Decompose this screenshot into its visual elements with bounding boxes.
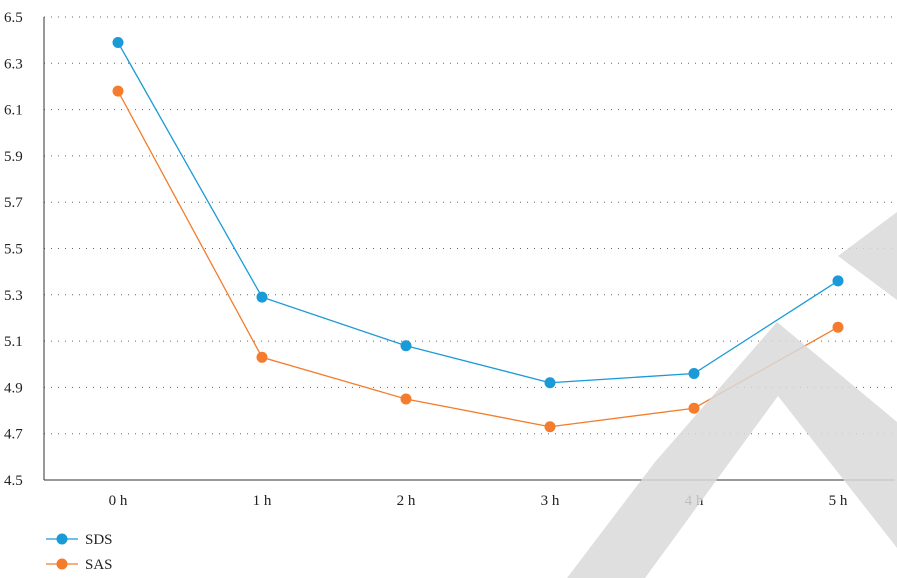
legend-label-sds: SDS	[85, 532, 113, 548]
x-tick-label: 1 h	[253, 493, 272, 509]
axes: 4.5 4.7 4.9 5.1 5.3 5.5 5.7 5.9 6.1 6.3 6.5 0 h 1 h 2…	[4, 10, 895, 509]
watermark-shape	[838, 212, 897, 300]
data-point-sds	[832, 275, 844, 287]
data-point-sas	[544, 421, 556, 433]
data-point-sds	[400, 340, 412, 352]
y-tick-label: 6.3	[4, 56, 23, 72]
legend: SDS SAS	[46, 532, 113, 573]
x-tick-label: 3 h	[541, 493, 560, 509]
watermark	[567, 212, 897, 578]
data-point-sas	[688, 402, 700, 414]
y-tick-label: 6.1	[4, 103, 23, 119]
y-tick-label: 5.1	[4, 334, 23, 350]
x-tick-label: 5 h	[829, 493, 848, 509]
legend-marker-sas	[56, 558, 68, 570]
data-point-sas	[112, 85, 124, 97]
y-tick-label: 5.7	[4, 195, 23, 211]
data-point-sds	[688, 368, 700, 380]
y-tick-label: 5.3	[4, 288, 23, 304]
series-line-sds	[117, 42, 839, 384]
legend-marker-sds	[56, 533, 68, 545]
data-point-sas	[400, 393, 412, 405]
watermark-shape	[567, 322, 897, 578]
legend-label-sas: SAS	[85, 557, 113, 573]
x-tick-label: 2 h	[397, 493, 416, 509]
data-point-sds	[256, 291, 268, 303]
data-point-sds	[112, 36, 124, 48]
y-tick-label: 5.5	[4, 242, 23, 258]
data-series	[112, 36, 844, 433]
y-tick-label: 5.9	[4, 149, 23, 165]
data-point-sas	[832, 321, 844, 333]
y-tick-label: 4.7	[4, 427, 23, 443]
x-tick-label: 0 h	[109, 493, 128, 509]
data-point-sds	[544, 377, 556, 389]
y-tick-label: 4.9	[4, 380, 23, 396]
y-tick-label: 4.5	[4, 473, 23, 489]
y-tick-label: 6.5	[4, 10, 23, 26]
data-point-sas	[256, 351, 268, 363]
